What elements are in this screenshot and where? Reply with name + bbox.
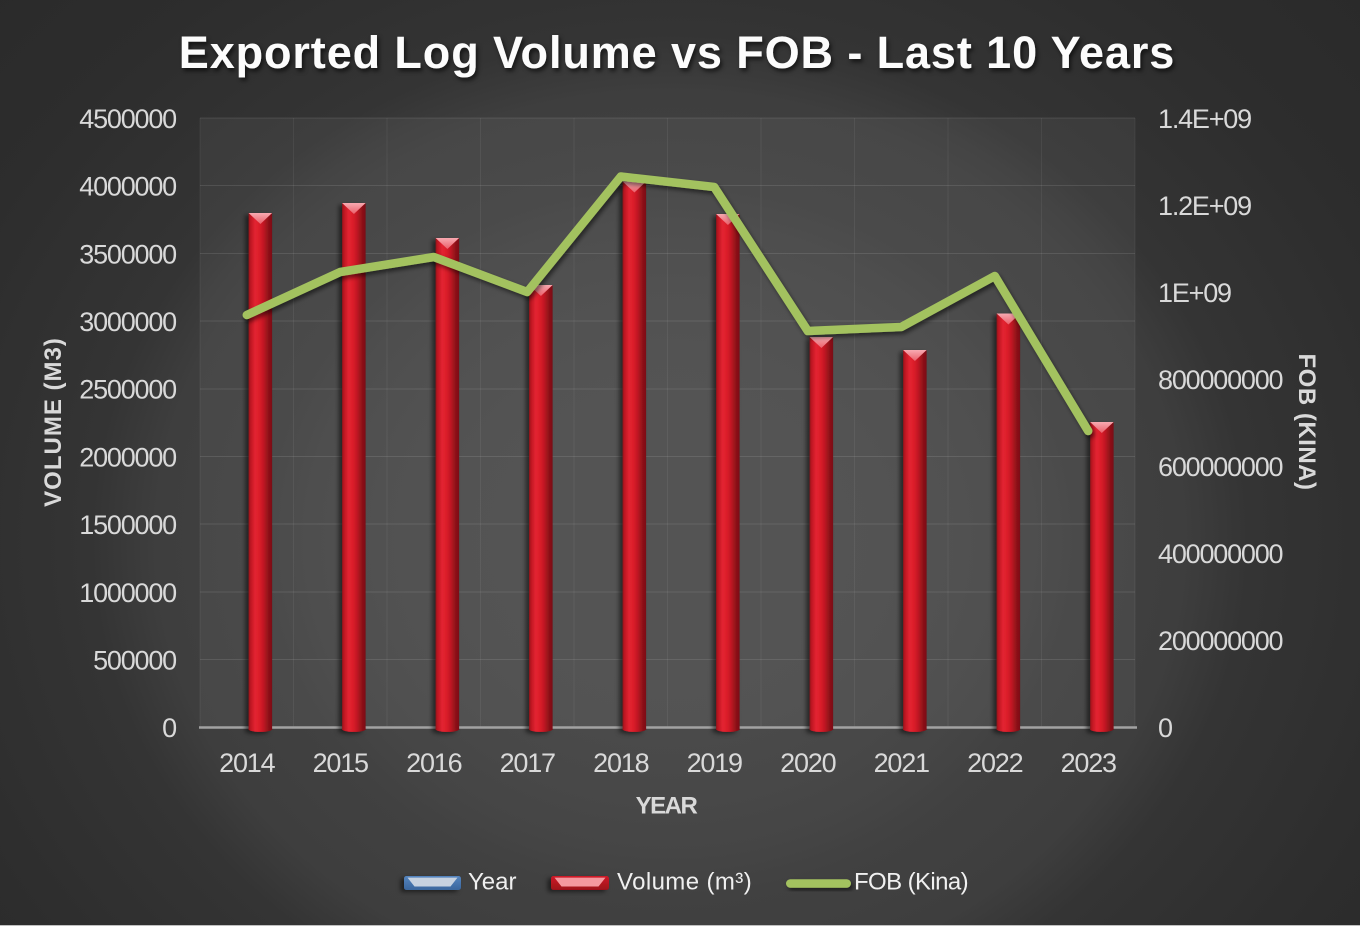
svg-text:2014: 2014 — [219, 748, 275, 778]
svg-text:400000000: 400000000 — [1158, 539, 1283, 569]
svg-text:600000000: 600000000 — [1158, 452, 1283, 482]
svg-text:YEAR: YEAR — [636, 793, 698, 820]
svg-text:2500000: 2500000 — [79, 375, 176, 405]
svg-text:4500000: 4500000 — [79, 104, 176, 134]
svg-text:Year: Year — [468, 869, 517, 896]
svg-text:1E+09: 1E+09 — [1158, 278, 1231, 308]
svg-text:2018: 2018 — [593, 748, 648, 778]
svg-text:3000000: 3000000 — [79, 307, 176, 337]
svg-text:0: 0 — [1158, 713, 1172, 743]
svg-text:Volume (m³): Volume (m³) — [617, 869, 752, 896]
svg-text:4000000: 4000000 — [79, 172, 176, 202]
svg-text:2020: 2020 — [780, 748, 835, 778]
svg-text:3500000: 3500000 — [79, 239, 176, 269]
svg-text:1.2E+09: 1.2E+09 — [1158, 191, 1251, 221]
svg-text:2022: 2022 — [967, 748, 1022, 778]
svg-text:800000000: 800000000 — [1158, 365, 1283, 395]
svg-text:2017: 2017 — [500, 748, 555, 778]
svg-text:200000000: 200000000 — [1158, 626, 1283, 656]
svg-text:FOB (Kina): FOB (Kina) — [854, 869, 968, 896]
svg-text:0: 0 — [162, 713, 176, 743]
svg-text:500000: 500000 — [93, 646, 176, 676]
svg-text:2023: 2023 — [1061, 748, 1116, 778]
svg-text:Exported Log Volume vs FOB - L: Exported Log Volume vs FOB - Last 10 Yea… — [179, 27, 1175, 78]
svg-text:2019: 2019 — [687, 748, 742, 778]
svg-text:2021: 2021 — [874, 748, 929, 778]
svg-text:1000000: 1000000 — [79, 578, 176, 608]
svg-text:2000000: 2000000 — [79, 442, 176, 472]
svg-text:2015: 2015 — [313, 748, 368, 778]
svg-text:1500000: 1500000 — [79, 510, 176, 540]
svg-text:1.4E+09: 1.4E+09 — [1158, 104, 1251, 134]
svg-text:VOLUME (M3): VOLUME (M3) — [40, 337, 67, 507]
svg-text:2016: 2016 — [406, 748, 461, 778]
svg-text:FOB (KINA): FOB (KINA) — [1293, 354, 1320, 491]
